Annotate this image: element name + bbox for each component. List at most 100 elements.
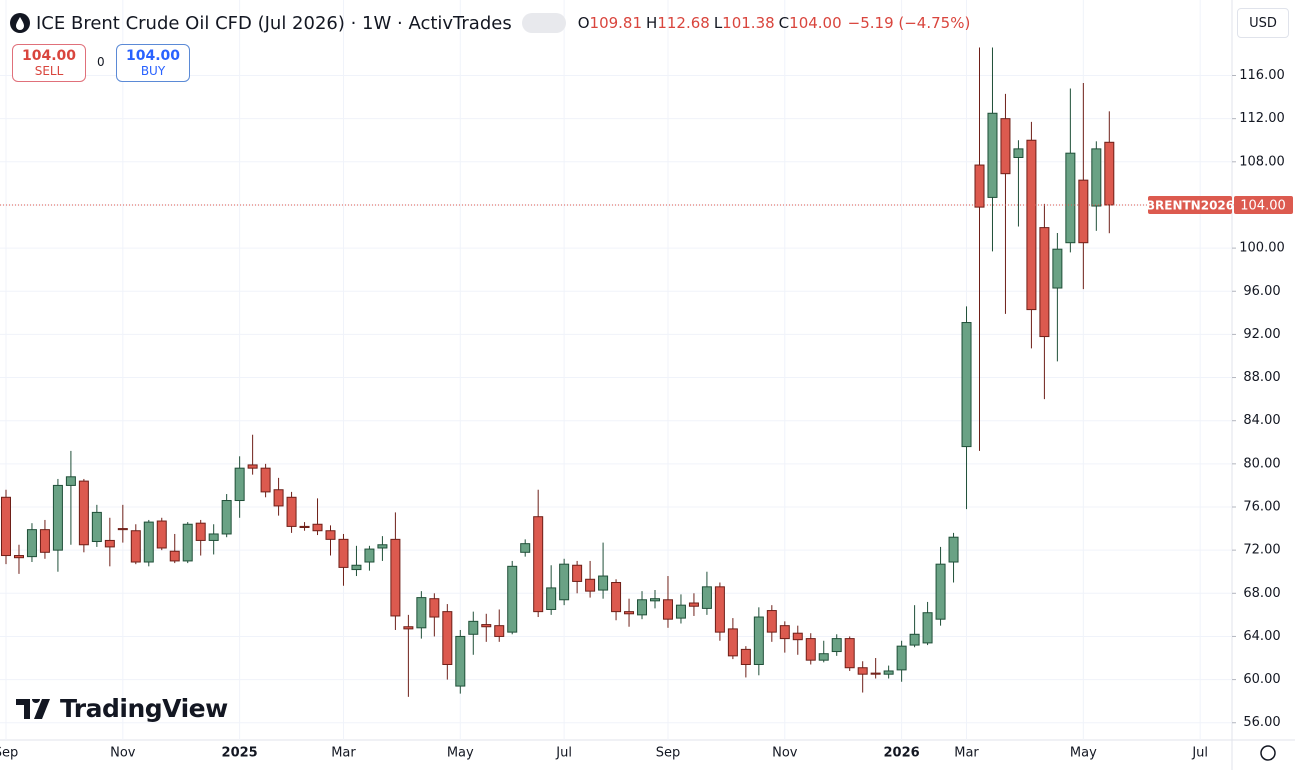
title: ICE Brent Crude Oil CFD (Jul 2026) · 1W … bbox=[36, 12, 512, 34]
candle-body bbox=[624, 611, 635, 615]
candle-body bbox=[1039, 227, 1050, 338]
candle-body bbox=[52, 484, 63, 551]
x-tick-label: Mar bbox=[331, 746, 356, 761]
y-tick-label: 56.00 bbox=[1243, 715, 1280, 730]
candle-body bbox=[429, 598, 440, 618]
candle-body bbox=[39, 529, 50, 553]
x-tick-label: Sep bbox=[0, 746, 18, 761]
candle-body bbox=[78, 480, 89, 546]
candle-body bbox=[1013, 148, 1024, 158]
candle-body bbox=[390, 538, 401, 617]
y-tick-label: 96.00 bbox=[1243, 284, 1280, 299]
candle-body bbox=[104, 539, 115, 548]
candle-body bbox=[208, 533, 219, 541]
currency: USD bbox=[1249, 15, 1277, 31]
candle-body bbox=[403, 626, 414, 630]
candle-body bbox=[286, 496, 297, 527]
candle-body bbox=[130, 530, 141, 563]
buy-button[interactable]: 104.00 BUY bbox=[116, 44, 190, 82]
currency-button[interactable]: USD bbox=[1237, 8, 1289, 38]
candle-body bbox=[896, 645, 907, 671]
x-tick-label: 2026 bbox=[884, 746, 920, 761]
candle-body bbox=[117, 528, 128, 531]
y-tick-label: 72.00 bbox=[1243, 543, 1280, 558]
header: ICE Brent Crude Oil CFD (Jul 2026) · 1W … bbox=[10, 10, 970, 36]
change: −5.19 (−4.75%) bbox=[847, 14, 971, 32]
candle-body bbox=[143, 521, 154, 563]
ohlc-key: O bbox=[577, 14, 590, 32]
y-tick-label: 108.00 bbox=[1239, 154, 1285, 169]
candle-body bbox=[572, 564, 583, 582]
candle-body bbox=[533, 516, 544, 613]
candle-body bbox=[675, 604, 686, 619]
buy-label: BUY bbox=[140, 64, 166, 78]
candle-body bbox=[585, 578, 596, 592]
x-tick-label: Nov bbox=[772, 746, 798, 761]
y-tick-label: 92.00 bbox=[1243, 327, 1280, 342]
candle-body bbox=[740, 648, 751, 665]
candle-body bbox=[26, 529, 37, 558]
candle-body bbox=[792, 632, 803, 641]
candle-body bbox=[377, 544, 388, 549]
ohlc-value: 112.68 bbox=[657, 14, 710, 32]
symbol-icon bbox=[10, 13, 30, 33]
candle-body bbox=[494, 625, 505, 637]
ohlc-legend: O109.81 H112.68 L101.38 C104.00 −5.19 (−4.75… bbox=[574, 14, 971, 32]
y-tick-label: 76.00 bbox=[1243, 499, 1280, 514]
candle-body bbox=[883, 670, 894, 675]
ohlc-value: 101.38 bbox=[722, 14, 775, 32]
candle-body bbox=[559, 563, 570, 601]
candle-body bbox=[922, 612, 933, 644]
indicator-toggle[interactable] bbox=[521, 13, 566, 33]
candle-body bbox=[948, 536, 959, 563]
candle-body bbox=[234, 467, 245, 502]
candle-body bbox=[156, 520, 167, 549]
candle-body bbox=[221, 500, 232, 535]
candle-body bbox=[870, 672, 881, 675]
ohlc-key: C bbox=[778, 14, 790, 32]
candle-body bbox=[987, 112, 998, 198]
candle-body bbox=[312, 523, 323, 532]
x-tick-label: May bbox=[447, 746, 474, 761]
candle-body bbox=[805, 638, 816, 661]
candle-body bbox=[351, 564, 362, 571]
candle-body bbox=[857, 667, 868, 675]
candle-body bbox=[520, 543, 531, 553]
candle-body bbox=[701, 586, 712, 609]
candle-body bbox=[416, 597, 427, 629]
last-price-tag bbox=[1234, 195, 1293, 214]
candle-body bbox=[727, 628, 738, 657]
y-tick-label: 88.00 bbox=[1243, 370, 1280, 385]
candle-body bbox=[299, 525, 310, 528]
plot-background bbox=[0, 0, 1232, 740]
x-tick-label: Jul bbox=[1191, 746, 1208, 761]
y-tick-label: 64.00 bbox=[1243, 629, 1280, 644]
candle-body bbox=[818, 653, 829, 661]
y-tick-label: 60.00 bbox=[1243, 672, 1280, 687]
candle-body bbox=[195, 522, 206, 541]
candle-body bbox=[247, 464, 258, 469]
candle-body bbox=[844, 638, 855, 669]
candle-body bbox=[611, 582, 622, 613]
candle-body bbox=[637, 599, 648, 616]
buy-price: 104.00 bbox=[125, 48, 181, 64]
candle-body bbox=[714, 586, 725, 633]
ohlc-key: H bbox=[646, 14, 658, 32]
spread: 0 bbox=[97, 55, 105, 69]
symbol-tag-label: BRENTN2026 bbox=[1146, 198, 1234, 212]
ohlc-key: L bbox=[713, 14, 723, 32]
y-tick-label: 100.00 bbox=[1239, 241, 1285, 256]
candle-body bbox=[65, 476, 76, 486]
y-tick-label: 84.00 bbox=[1243, 413, 1280, 428]
symbol-tag bbox=[1148, 195, 1232, 214]
candle-body bbox=[1091, 148, 1102, 207]
candle-body bbox=[260, 467, 271, 493]
candle-body bbox=[91, 511, 102, 543]
candle-body bbox=[650, 598, 660, 602]
candle-body bbox=[974, 164, 985, 208]
sell-button[interactable]: 104.00 SELL bbox=[12, 44, 86, 82]
candle-body bbox=[1052, 248, 1063, 289]
candle-body bbox=[325, 530, 336, 540]
x-tick-label: Nov bbox=[110, 746, 136, 761]
